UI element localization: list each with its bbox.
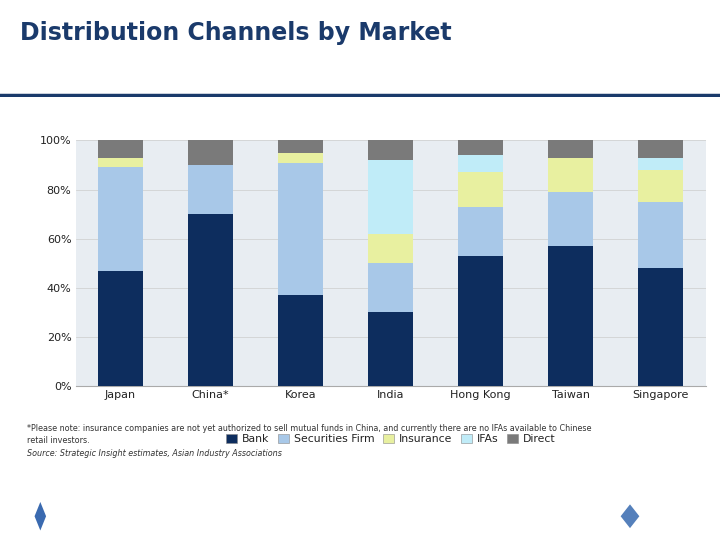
Text: asset: asset xyxy=(662,509,688,519)
Bar xyxy=(368,140,413,160)
Bar xyxy=(98,167,143,271)
Bar xyxy=(278,295,323,386)
Polygon shape xyxy=(621,504,639,528)
Bar xyxy=(458,207,503,256)
Bar xyxy=(188,214,233,386)
Bar xyxy=(458,155,503,172)
Bar xyxy=(548,246,593,386)
Bar xyxy=(98,140,143,158)
Bar xyxy=(368,160,413,234)
Text: Distribution Channels by Market: Distribution Channels by Market xyxy=(20,22,451,45)
Legend: Bank, Securities Firm, Insurance, IFAs, Direct: Bank, Securities Firm, Insurance, IFAs, … xyxy=(222,430,559,448)
Bar xyxy=(188,165,233,214)
Bar xyxy=(368,312,413,386)
Bar xyxy=(98,271,143,386)
Text: *Please note: insurance companies are not yet authorized to sell mutual funds in: *Please note: insurance companies are no… xyxy=(27,424,592,433)
Bar xyxy=(548,140,593,158)
Text: Source: Strategic Insight estimates, Asian Industry Associations: Source: Strategic Insight estimates, Asi… xyxy=(27,449,282,458)
Text: 4: 4 xyxy=(356,510,364,523)
Text: Distribution Channels – Asia: Distribution Channels – Asia xyxy=(240,107,480,122)
Bar xyxy=(548,158,593,192)
Bar xyxy=(548,192,593,246)
Bar xyxy=(458,172,503,207)
Bar xyxy=(638,170,683,202)
Bar xyxy=(638,202,683,268)
Bar xyxy=(278,163,323,295)
Bar xyxy=(278,153,323,163)
Bar xyxy=(368,263,413,312)
Text: Strategic Insight: Strategic Insight xyxy=(54,510,171,523)
Text: retail investors.: retail investors. xyxy=(27,436,90,445)
Bar xyxy=(98,158,143,167)
Bar xyxy=(278,140,323,153)
Bar xyxy=(368,234,413,263)
Bar xyxy=(188,140,233,165)
Polygon shape xyxy=(35,502,46,530)
Bar xyxy=(458,140,503,155)
Bar xyxy=(458,256,503,386)
Text: international: international xyxy=(662,522,720,532)
Bar xyxy=(638,268,683,386)
Bar xyxy=(638,158,683,170)
Bar xyxy=(638,140,683,158)
